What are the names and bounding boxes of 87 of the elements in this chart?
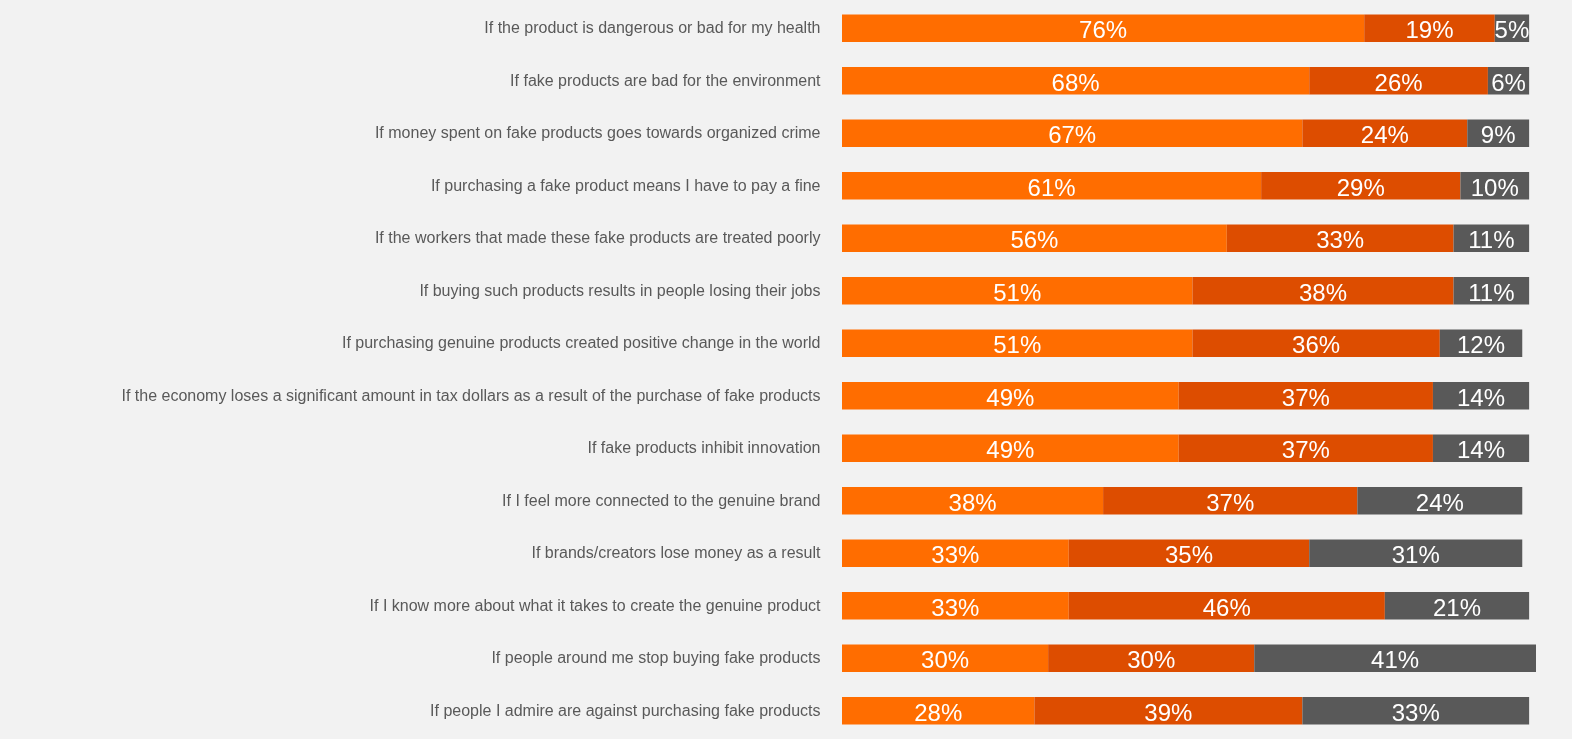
data-label: 33%: [931, 593, 980, 621]
bar: [1302, 119, 1468, 147]
bar: [842, 224, 1227, 252]
data-label: 26%: [1374, 68, 1423, 96]
data-label: 67%: [1048, 121, 1097, 149]
data-label: 30%: [1127, 646, 1176, 674]
bar: [842, 329, 1193, 357]
data-label: 19%: [1405, 16, 1454, 44]
y-tick-label: If I know more about what it takes to create the genuine product: [369, 596, 822, 614]
data-label: 46%: [1202, 593, 1251, 621]
data-label: 11%: [1468, 278, 1515, 306]
data-label: 76%: [1079, 16, 1128, 44]
data-label: 9%: [1480, 121, 1516, 149]
data-label: 28%: [914, 698, 963, 726]
bar: [1254, 644, 1536, 672]
bar: [842, 14, 1365, 42]
bar: [842, 382, 1179, 410]
y-tick-label: If money spent on fake products goes towards organized crime: [374, 124, 821, 142]
data-label: 35%: [1164, 541, 1214, 569]
bar: [1048, 644, 1255, 672]
bar: [842, 119, 1303, 147]
data-label: 33%: [1391, 698, 1440, 726]
y-tick-label: If buying such products results in people losing their jobs: [419, 281, 821, 299]
data-label: 38%: [1298, 278, 1348, 306]
bar: [842, 697, 1035, 725]
bar: [1226, 224, 1454, 252]
bar: [842, 644, 1049, 672]
data-label: 24%: [1360, 121, 1409, 149]
data-label: 5%: [1494, 16, 1530, 44]
bar: [1192, 329, 1440, 357]
y-tick-label: If brands/creators lose money as a result: [531, 544, 822, 562]
data-label: 31%: [1391, 541, 1440, 569]
data-label: 10%: [1470, 173, 1519, 201]
y-tick-label: If purchasing a fake product means I have to pay a fine: [430, 176, 821, 194]
data-label: 33%: [931, 541, 980, 569]
bar: [1309, 67, 1488, 95]
bar: [842, 434, 1179, 462]
data-label: 61%: [1027, 173, 1076, 201]
data-label: 30%: [921, 646, 970, 674]
data-label: 49%: [986, 383, 1035, 411]
data-label: 37%: [1281, 383, 1330, 411]
bar: [1103, 487, 1358, 515]
bar: [1034, 697, 1303, 725]
data-label: 21%: [1432, 593, 1481, 621]
data-label: 29%: [1336, 173, 1385, 201]
y-tick-label: If fake products inhibit innovation: [587, 439, 821, 457]
data-label: 51%: [993, 278, 1042, 306]
data-label: 11%: [1468, 226, 1515, 254]
data-label: 36%: [1292, 331, 1341, 359]
data-label: 38%: [948, 488, 997, 516]
bar: [1261, 172, 1461, 200]
data-label: 68%: [1051, 68, 1100, 96]
data-label: 39%: [1144, 698, 1193, 726]
y-tick-label: If people I admire are against purchasing fake products: [430, 701, 821, 719]
y-tick-label: If the product is dangerous or bad for my health: [484, 19, 821, 37]
data-label: 51%: [993, 331, 1042, 359]
data-label: 37%: [1206, 488, 1255, 516]
data-label: 37%: [1281, 436, 1330, 464]
bar: [842, 277, 1193, 305]
data-label: 14%: [1457, 383, 1506, 411]
bar: [1068, 539, 1310, 567]
data-label: 41%: [1371, 646, 1420, 674]
data-label: 14%: [1457, 436, 1506, 464]
y-tick-label: If the workers that made these fake products are treated poorly: [374, 229, 821, 247]
data-label: 24%: [1415, 488, 1464, 516]
data-label: 56%: [1010, 226, 1059, 254]
y-tick-label: If I feel more connected to the genuine brand: [502, 491, 821, 509]
bar: [1178, 434, 1433, 462]
data-label: 49%: [986, 436, 1035, 464]
bar: [842, 67, 1310, 95]
data-label: 12%: [1457, 331, 1506, 359]
y-tick-label: If purchasing genuine products created positive change in the world: [341, 334, 821, 352]
data-label: 33%: [1316, 226, 1365, 254]
bar: [1302, 697, 1530, 725]
bar: [1068, 592, 1385, 620]
bar: [1192, 277, 1454, 305]
bar: [842, 539, 1069, 567]
bar: [1309, 539, 1523, 567]
y-tick-label: If the economy loses a significant amount in tax dollars as a result of the purchase of fake products: [121, 386, 821, 404]
bar: [842, 592, 1069, 620]
bar: [842, 487, 1104, 515]
y-tick-label: If fake products are bad for the environment: [510, 71, 822, 89]
bar: [1178, 382, 1433, 410]
y-tick-label: If people around me stop buying fake products: [491, 649, 821, 667]
bar: [842, 172, 1262, 200]
bar: [1357, 487, 1523, 515]
data-label: 6%: [1491, 68, 1526, 96]
